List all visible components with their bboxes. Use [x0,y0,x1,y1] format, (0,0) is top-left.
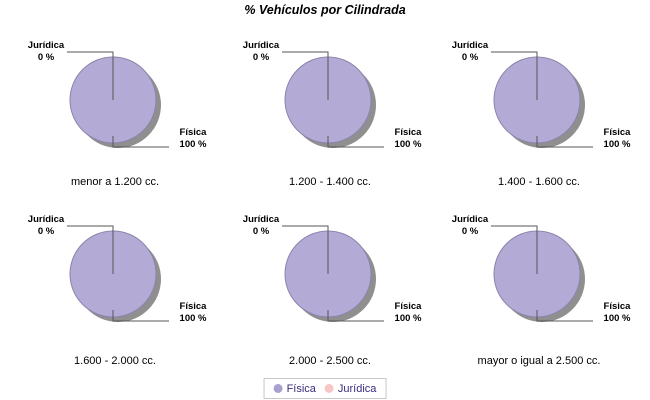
pie-graphic [282,225,384,322]
leader-line-fisica [112,136,169,148]
slice-label-fisica-name: Física [394,301,422,312]
slice-label-fisica-name: Física [394,127,422,138]
slice-label-juridica-name: Jurídica [451,214,489,225]
pie-chart-2: Jurídica 0 % Física 100 % 1.200 - 1.400 … [225,32,435,200]
leader-line-fisica [112,310,169,322]
pie-category-label: 1.400 - 1.600 cc. [498,176,580,188]
pie-graphic [491,225,593,322]
slice-label-fisica: Física 100 % [383,301,433,325]
pie-chart-3: Jurídica 0 % Física 100 % 1.400 - 1.600 … [434,32,644,200]
slice-label-juridica-value: 0 % [461,226,479,237]
slice-label-juridica: Jurídica 0 % [438,40,502,64]
legend-dot-juridica [324,384,334,393]
pie-graphic [491,51,593,148]
slice-label-juridica-name: Jurídica [27,40,65,51]
slice-label-juridica: Jurídica 0 % [229,40,293,64]
slice-label-fisica: Física 100 % [168,127,218,151]
pie-chart-1: Jurídica 0 % Física 100 % menor a 1.200 … [10,32,220,200]
legend-dot-fisica-icon [273,384,283,393]
slice-label-fisica: Física 100 % [592,301,642,325]
slice-label-juridica-name: Jurídica [242,40,280,51]
legend-dot-fisica [273,384,283,393]
leader-line-juridica [491,225,538,274]
slice-label-fisica-name: Física [603,301,631,312]
leader-line-juridica [491,51,538,100]
pie-category-label: menor a 1.200 cc. [70,176,160,188]
pie-category-label: 1.600 - 2.000 cc. [74,355,156,367]
pie-graphic [67,225,169,322]
slice-label-juridica-value: 0 % [461,52,479,63]
slice-label-juridica-value: 0 % [252,226,270,237]
leader-line-fisica [536,136,593,148]
pie-graphic [282,51,384,148]
pie-category-label: 2.000 - 2.500 cc. [289,355,371,367]
slice-label-juridica-name: Jurídica [27,214,65,225]
slice-label-juridica: Jurídica 0 % [14,40,78,64]
leader-line-juridica [282,51,329,100]
slice-label-fisica: Física 100 % [383,127,433,151]
leader-line-fisica [327,136,384,148]
pie-chart-5: Jurídica 0 % Física 100 % 2.000 - 2.500 … [225,206,435,374]
leader-line-fisica [536,310,593,322]
slice-label-fisica-value: 100 % [394,313,422,324]
slice-label-juridica-value: 0 % [252,52,270,63]
pie-graphic [67,51,169,148]
slice-label-juridica-name: Jurídica [242,214,280,225]
chart-title: % Vehículos por Cilindrada [244,3,406,17]
slice-label-juridica-value: 0 % [37,52,55,63]
legend-label-fisica: Física [286,382,316,395]
pie-chart-6: Jurídica 0 % Física 100 % mayor o igual … [434,206,644,374]
legend: Física Jurídica [263,378,387,399]
slice-label-fisica-value: 100 % [179,139,207,150]
slice-label-juridica-name: Jurídica [451,40,489,51]
slice-label-fisica-value: 100 % [603,313,631,324]
slice-label-fisica-value: 100 % [603,139,631,150]
leader-line-fisica [327,310,384,322]
pie-chart-4: Jurídica 0 % Física 100 % 1.600 - 2.000 … [10,206,220,374]
slice-label-fisica: Física 100 % [592,127,642,151]
slice-label-juridica-value: 0 % [37,226,55,237]
slice-label-fisica-name: Física [603,127,631,138]
slice-label-juridica: Jurídica 0 % [229,214,293,238]
legend-dot-juridica-icon [324,384,334,393]
slice-label-juridica: Jurídica 0 % [14,214,78,238]
legend-label-juridica: Jurídica [337,382,377,395]
pie-category-label: mayor o igual a 2.500 cc. [477,355,601,367]
leader-line-juridica [282,225,329,274]
slice-label-juridica: Jurídica 0 % [438,214,502,238]
leader-line-juridica [67,51,114,100]
slice-label-fisica-name: Física [179,127,207,138]
legend-item-fisica: Física [273,382,316,395]
leader-line-juridica [67,225,114,274]
slice-label-fisica-value: 100 % [394,139,422,150]
pie-category-label: 1.200 - 1.400 cc. [289,176,371,188]
slice-label-fisica-name: Física [179,301,207,312]
slice-label-fisica-value: 100 % [179,313,207,324]
legend-item-juridica: Jurídica [324,382,377,395]
slice-label-fisica: Física 100 % [168,301,218,325]
